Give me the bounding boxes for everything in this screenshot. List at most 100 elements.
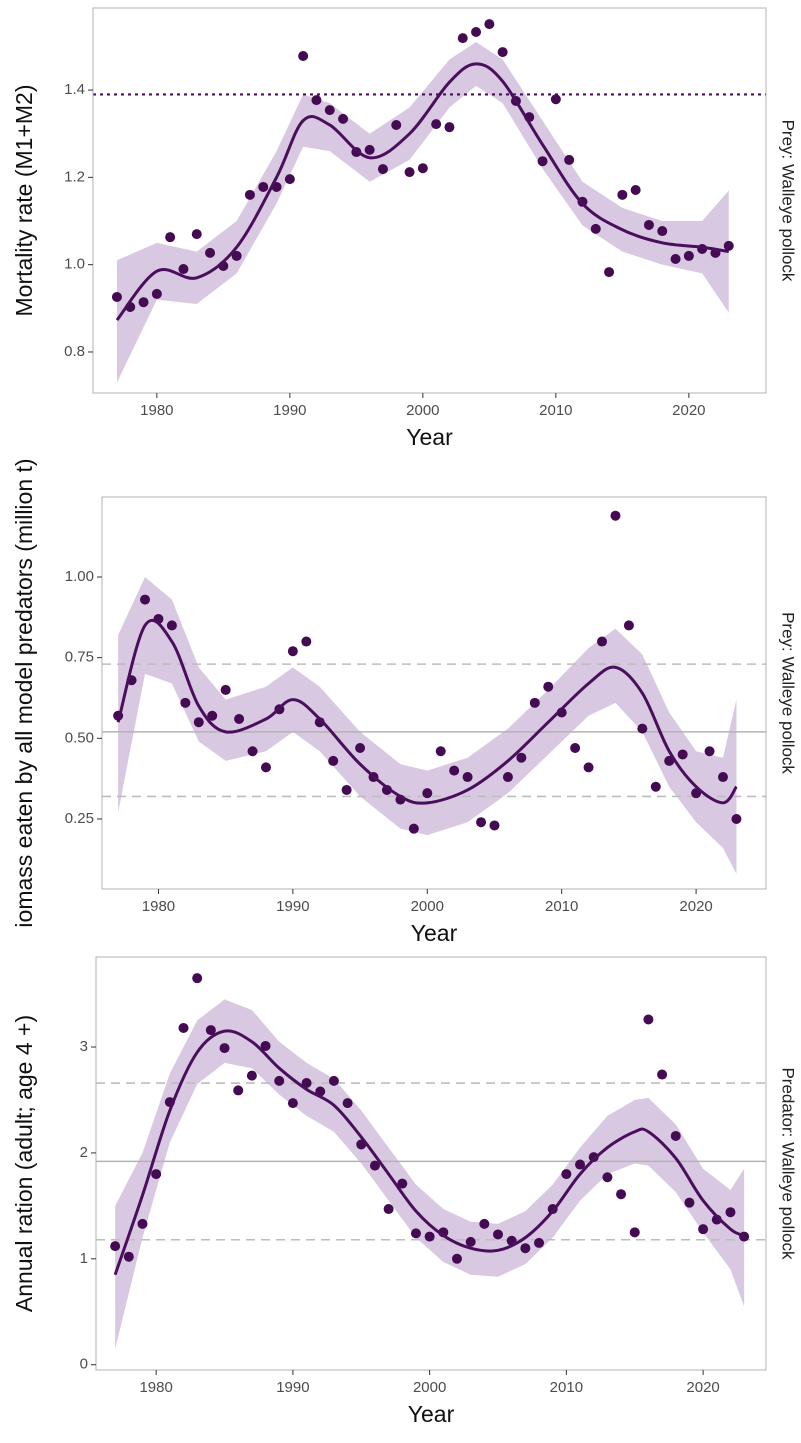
data-point [723, 240, 734, 251]
data-point [590, 223, 601, 234]
data-point [342, 1098, 353, 1109]
data-point [180, 697, 191, 708]
x-tick-label: 2020 [679, 898, 712, 915]
data-point [684, 1197, 695, 1208]
data-point [424, 1231, 435, 1242]
x-tick-label: 2020 [686, 1379, 719, 1396]
data-point [650, 781, 661, 792]
data-point [193, 717, 204, 728]
data-point [233, 1085, 244, 1096]
data-point [338, 113, 349, 124]
data-point [575, 1159, 586, 1170]
data-point [502, 772, 513, 783]
facet-label: Prey: Walleye pollock [779, 612, 798, 774]
data-point [151, 1169, 162, 1180]
x-tick-label: 1980 [140, 402, 173, 419]
data-point [234, 713, 245, 724]
x-tick-label: 2000 [406, 402, 439, 419]
data-point [341, 784, 352, 795]
data-point [479, 1218, 490, 1229]
data-point [192, 973, 203, 984]
data-point [643, 219, 654, 230]
data-point [260, 1040, 271, 1051]
panel-border [92, 7, 767, 394]
data-point [247, 746, 258, 757]
y-axis-title: Annual ration (adult; age 4 +) [11, 1015, 37, 1312]
data-point [311, 95, 322, 106]
data-point [328, 755, 339, 766]
y-tick-label: 1.0 [64, 256, 85, 273]
data-point [537, 156, 548, 167]
data-point [410, 1228, 421, 1239]
fit-line [113, 1029, 745, 1276]
confidence-band [115, 999, 745, 1349]
data-point [165, 232, 176, 243]
x-tick-label: 1990 [276, 1379, 309, 1396]
data-point [178, 264, 189, 275]
data-point [471, 27, 482, 38]
data-point [637, 723, 648, 734]
data-point [383, 1204, 394, 1215]
data-point [111, 291, 122, 302]
x-tick-label: 2020 [672, 402, 705, 419]
data-point [529, 697, 540, 708]
data-point [417, 163, 428, 174]
x-tick-label: 2010 [539, 402, 572, 419]
data-point [643, 1014, 654, 1025]
data-point [543, 681, 554, 692]
plot-area [96, 973, 766, 1349]
x-tick-label: 2000 [413, 1379, 446, 1396]
x-tick-label: 1990 [276, 898, 309, 915]
data-point [301, 1078, 312, 1089]
confidence-band [118, 577, 737, 874]
x-tick-label: 1980 [142, 898, 175, 915]
x-tick-label: 1980 [139, 1379, 172, 1396]
y-tick-label: 1.2 [64, 168, 85, 185]
plot-area [102, 510, 766, 874]
data-point [287, 1098, 298, 1109]
fit-line [116, 618, 738, 805]
data-point [205, 247, 216, 258]
data-point [731, 813, 742, 824]
data-point [570, 743, 581, 754]
data-point [355, 743, 366, 754]
data-point [657, 226, 668, 237]
data-point [484, 19, 495, 30]
data-point [588, 1152, 599, 1163]
y-tick-label: 0 [80, 1356, 88, 1373]
data-point [231, 250, 242, 261]
data-point [516, 752, 527, 763]
data-point [284, 174, 295, 185]
y-tick-label: 3 [80, 1038, 88, 1055]
data-point [364, 144, 375, 155]
data-point [166, 620, 177, 631]
data-point [704, 746, 715, 757]
data-point [298, 51, 309, 62]
y-tick-label: 1.4 [64, 81, 85, 98]
data-point [657, 1069, 668, 1080]
data-point [137, 1218, 148, 1229]
data-point [550, 94, 561, 105]
data-point [260, 762, 271, 773]
y-axis-title: Mortality rate (M1+M2) [11, 85, 37, 317]
data-point [451, 1253, 462, 1264]
y-axis-title: iomass eaten by all model predators (mil… [11, 458, 37, 927]
data-point [435, 746, 446, 757]
data-point [246, 1070, 257, 1081]
data-point [324, 105, 335, 116]
data-point [449, 765, 460, 776]
data-point [630, 185, 641, 196]
data-point [616, 1189, 627, 1200]
data-point [191, 229, 202, 240]
data-point [664, 755, 675, 766]
data-point [564, 154, 575, 165]
x-tick-label: 1990 [273, 402, 306, 419]
data-point [287, 646, 298, 657]
x-axis-title: Year [411, 920, 458, 946]
y-tick-label: 0.25 [65, 810, 94, 827]
data-point [670, 253, 681, 264]
y-tick-label: 1.00 [65, 568, 94, 585]
data-point [561, 1169, 572, 1180]
y-tick-label: 2 [80, 1144, 88, 1161]
